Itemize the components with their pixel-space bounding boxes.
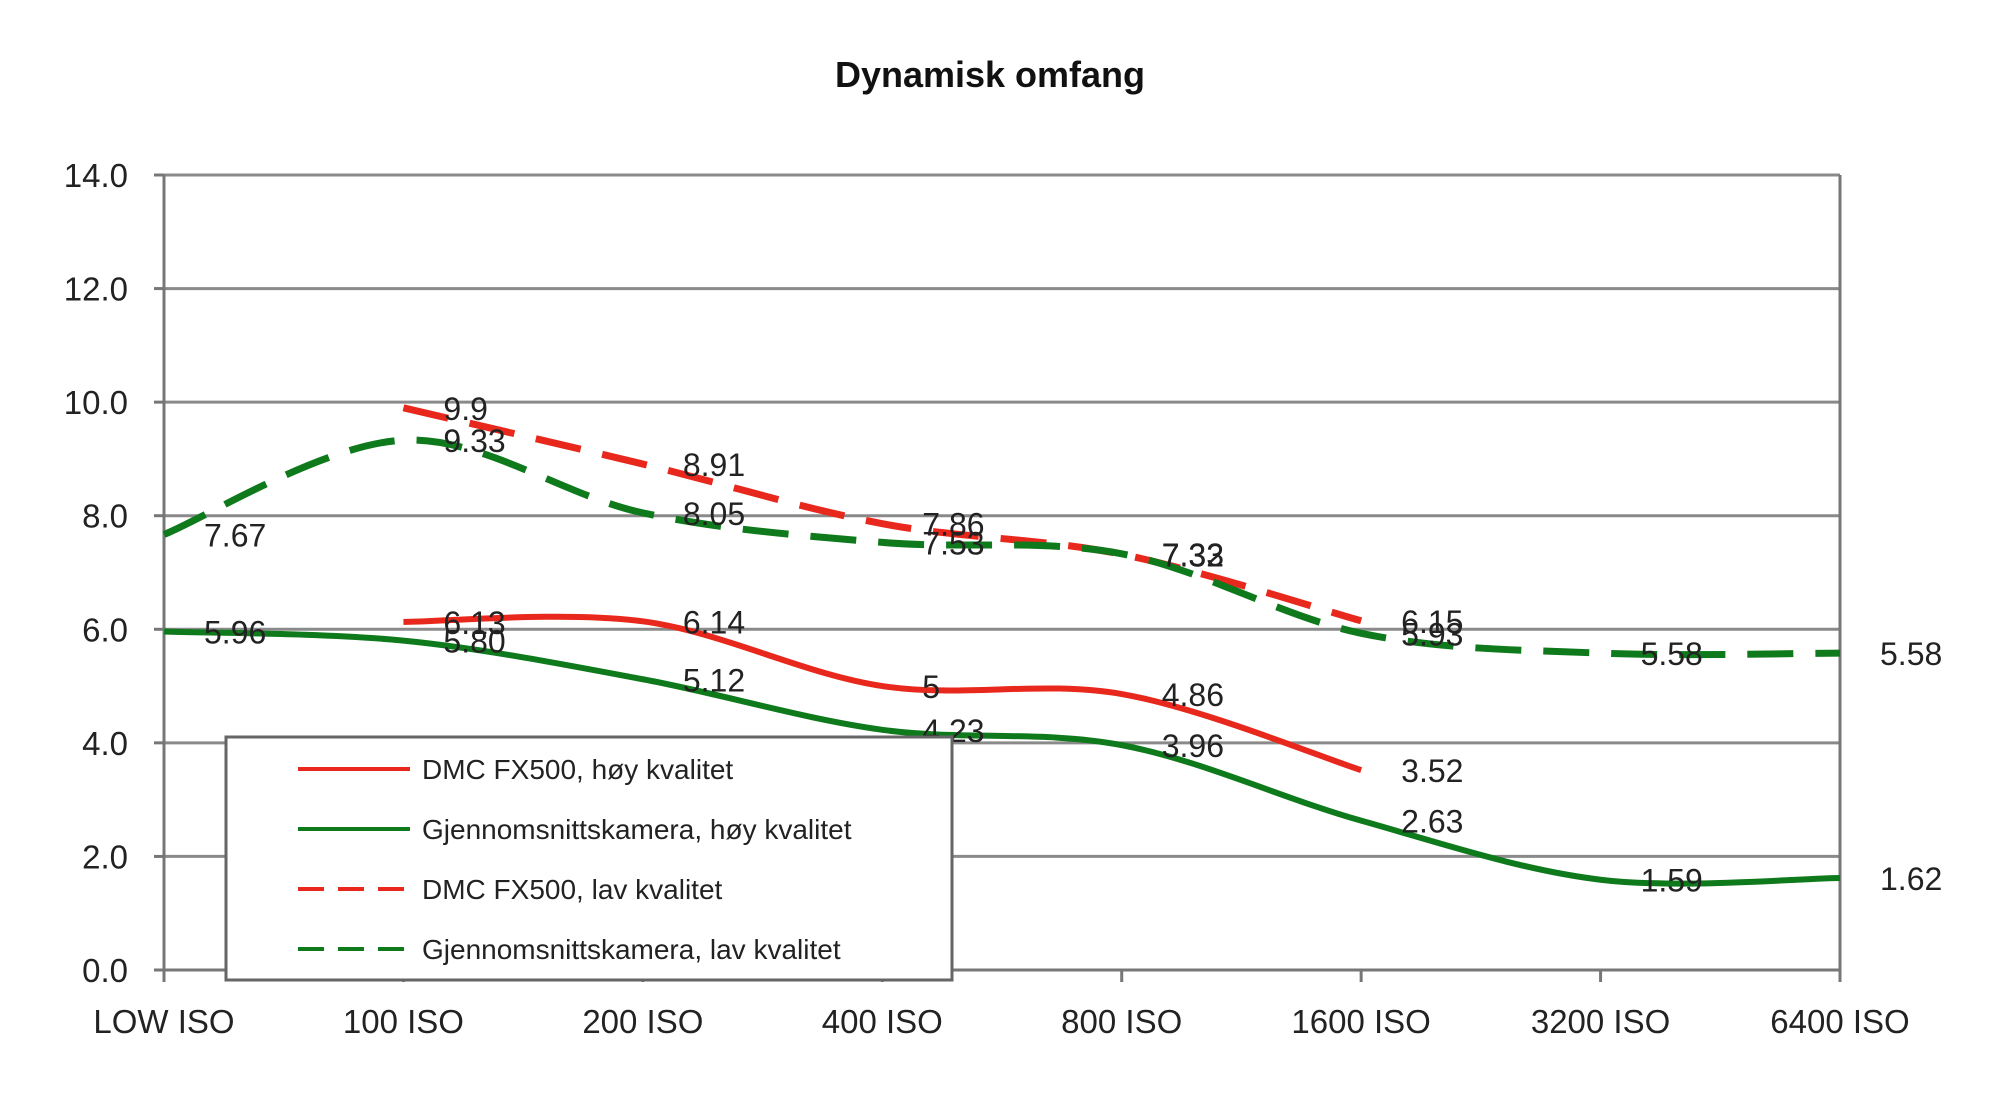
data-label: 8.05: [683, 496, 745, 532]
series-line-dmc-fx500-h-y-kvalitet-solid: [403, 613, 1363, 773]
data-label: 7.32: [1162, 537, 1224, 573]
x-tick-label: 100 ISO: [343, 1003, 464, 1040]
x-tick-label: 1600 ISO: [1291, 1003, 1430, 1040]
legend: DMC FX500, høy kvalitet Gjennomsnittskame…: [224, 735, 954, 982]
data-label: 7.86: [922, 507, 984, 543]
legend-label: DMC FX500, lav kvalitet: [422, 874, 723, 905]
y-tick-label: 10.0: [64, 384, 128, 421]
y-tick-label: 2.0: [82, 838, 128, 875]
data-label: 3.96: [1162, 728, 1224, 764]
x-tick-label: 200 ISO: [582, 1003, 703, 1040]
data-label: 6.14: [683, 604, 745, 640]
legend-label: Gjennomsnittskamera, høy kvalitet: [422, 814, 852, 845]
legend-label: Gjennomsnittskamera, lav kvalitet: [422, 934, 841, 965]
data-label: 5.58: [1880, 636, 1942, 672]
data-label: 7.33: [1162, 537, 1224, 573]
x-tick-label: LOW ISO: [93, 1003, 234, 1040]
data-label: 1.62: [1880, 861, 1942, 897]
data-label: 3.52: [1401, 753, 1463, 789]
data-label: 6.15: [1401, 604, 1463, 640]
data-label: 5.93: [1401, 616, 1463, 652]
x-tick-label: 6400 ISO: [1770, 1003, 1909, 1040]
data-label: 9.33: [443, 423, 505, 459]
x-tick-label: 400 ISO: [822, 1003, 943, 1040]
data-label: 1.59: [1641, 863, 1703, 899]
legend-box: [224, 735, 954, 982]
data-label: 6.13: [443, 605, 505, 641]
data-label: 5.58: [1641, 636, 1703, 672]
data-label: 4.86: [1162, 677, 1224, 713]
data-label: 7.67: [204, 517, 266, 553]
chart-title: Dynamisk omfang: [835, 54, 1145, 95]
y-tick-label: 14.0: [64, 157, 128, 194]
y-tick-label: 6.0: [82, 611, 128, 648]
y-tick-label: 4.0: [82, 725, 128, 762]
data-label: 5: [922, 669, 940, 705]
data-label: 5.80: [443, 624, 505, 660]
series-line-gjennomsnittskamera-lav-kvalitet-dashed: [162, 436, 1841, 659]
data-label: 7.53: [922, 525, 984, 561]
series-layer: [162, 404, 1841, 887]
data-label: 9.9: [443, 391, 487, 427]
data-label: 5.12: [683, 662, 745, 698]
x-tick-label: 800 ISO: [1061, 1003, 1182, 1040]
data-label-layer: 6.13 6.145 4.863.525.96 5.805.124.23 3.962.6…: [204, 391, 1942, 899]
y-tick-label: 0.0: [82, 952, 128, 989]
data-label: 8.91: [683, 447, 745, 483]
axis-layer: 0.0 2.0 4.0 6.0 8.0 10.0 12.0 14.0 LOW ISO 100 IS…: [64, 157, 1910, 1040]
series-line-dmc-fx500-lav-kvalitet-dashed: [402, 404, 1363, 625]
y-tick-label: 12.0: [64, 271, 128, 308]
y-tick-label: 8.0: [82, 498, 128, 535]
legend-label: DMC FX500, høy kvalitet: [422, 754, 733, 785]
data-label: 2.63: [1401, 804, 1463, 840]
x-tick-label: 3200 ISO: [1531, 1003, 1670, 1040]
series-line-gjennomsnittskamera-h-y-kvalitet-solid: [163, 628, 1841, 887]
data-label: 5.96: [204, 615, 266, 651]
